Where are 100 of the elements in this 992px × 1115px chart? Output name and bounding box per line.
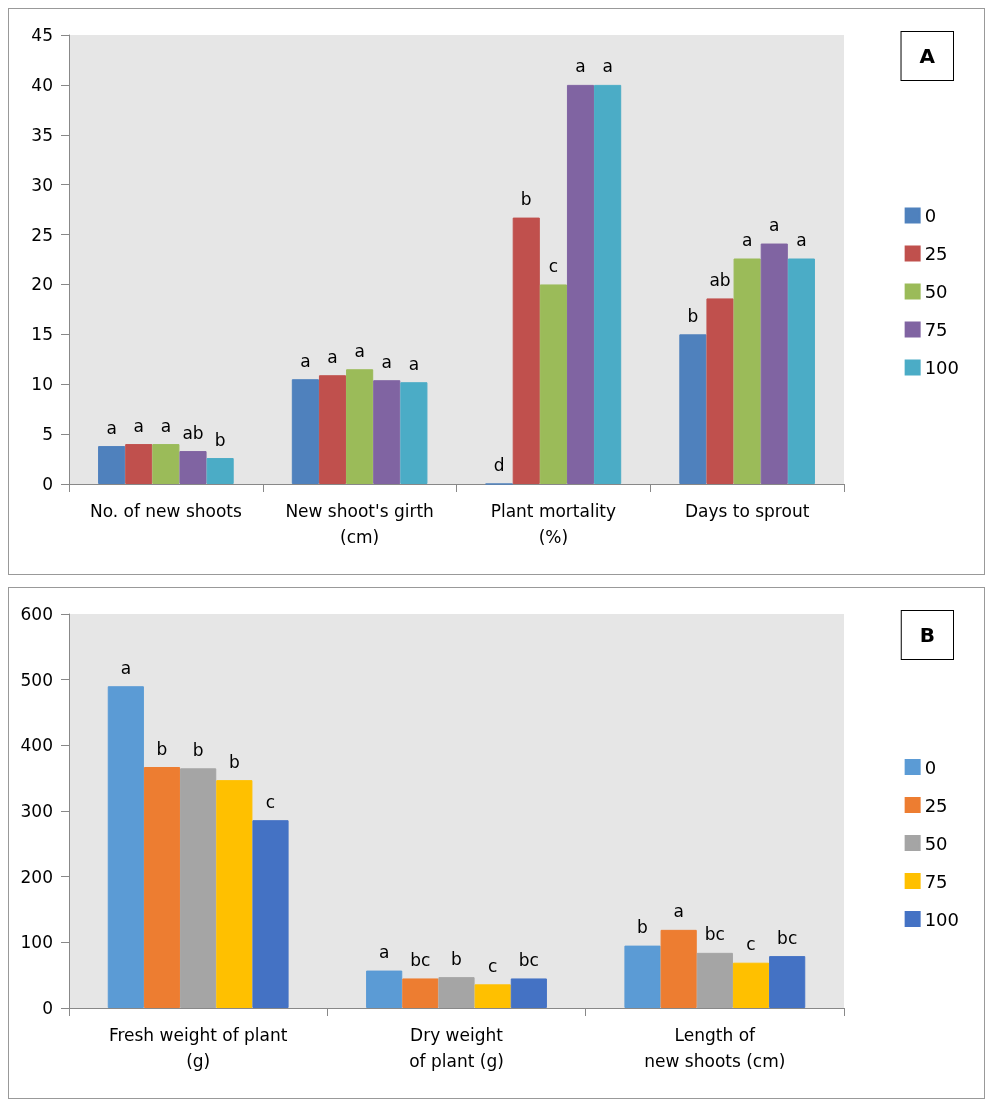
legend-label: 0 bbox=[924, 205, 937, 226]
bar bbox=[539, 284, 567, 484]
bar bbox=[706, 298, 734, 484]
bar bbox=[512, 217, 540, 484]
bar bbox=[732, 962, 770, 1008]
bar bbox=[402, 978, 439, 1008]
text: B bbox=[919, 623, 936, 647]
data-label: b bbox=[451, 948, 462, 969]
data-label: b bbox=[192, 739, 204, 760]
y-tick-label: 5 bbox=[42, 424, 53, 445]
data-label: b bbox=[228, 751, 240, 772]
data-label: a bbox=[408, 353, 420, 374]
data-label: b bbox=[214, 429, 226, 450]
data-label: a bbox=[575, 56, 586, 77]
data-label: a bbox=[133, 415, 144, 436]
bar bbox=[252, 820, 289, 1008]
data-label: a bbox=[106, 417, 117, 438]
data-label: c bbox=[746, 934, 756, 955]
bar bbox=[760, 243, 788, 484]
data-label: a bbox=[673, 901, 684, 922]
data-label: a bbox=[378, 942, 390, 963]
x-tick-label: New shoot's girth (cm) bbox=[285, 501, 434, 547]
data-label: b bbox=[687, 305, 699, 326]
bar bbox=[152, 444, 180, 484]
data-label: bc bbox=[410, 949, 431, 970]
bar bbox=[216, 780, 253, 1008]
bar bbox=[180, 768, 217, 1008]
data-label: a bbox=[769, 215, 780, 236]
bar bbox=[660, 929, 697, 1008]
y-tick-label: 300 bbox=[20, 801, 53, 821]
data-label: ab bbox=[182, 422, 204, 443]
data-label: a bbox=[602, 56, 613, 77]
bar bbox=[733, 258, 761, 484]
bar bbox=[400, 382, 428, 484]
data-label: bc bbox=[777, 927, 798, 948]
legend-label: 50 bbox=[924, 832, 948, 854]
bar bbox=[510, 978, 547, 1008]
x-tick-label: Fresh weight of plant (g) bbox=[108, 1025, 288, 1071]
legend-label: 75 bbox=[924, 319, 948, 340]
y-tick-label: 25 bbox=[31, 224, 53, 245]
data-label: a bbox=[796, 230, 807, 250]
y-tick-label: 100 bbox=[20, 932, 53, 953]
x-tick-label: No. of new shoots bbox=[89, 501, 242, 521]
bar bbox=[291, 379, 319, 484]
bar bbox=[594, 84, 622, 484]
y-tick-label: 10 bbox=[31, 374, 53, 395]
legend-label: 100 bbox=[924, 357, 959, 378]
bar bbox=[373, 380, 401, 484]
bar bbox=[346, 369, 374, 484]
x-tick-label: Days to sprout bbox=[684, 501, 810, 521]
bar bbox=[679, 334, 707, 484]
y-tick-label: 400 bbox=[20, 735, 53, 756]
bar bbox=[696, 952, 733, 1008]
data-label: d bbox=[493, 455, 505, 475]
y-tick-label: 200 bbox=[20, 866, 53, 887]
bar bbox=[318, 375, 347, 484]
bar bbox=[787, 258, 815, 484]
y-tick-label: 40 bbox=[31, 74, 53, 95]
text: A bbox=[919, 44, 936, 68]
y-tick-label: 20 bbox=[31, 274, 53, 295]
bar bbox=[474, 984, 511, 1008]
data-label: a bbox=[160, 415, 172, 436]
y-tick-label: 30 bbox=[31, 174, 53, 195]
bar bbox=[366, 970, 403, 1008]
data-label: a bbox=[327, 346, 338, 367]
legend-label: 50 bbox=[924, 281, 948, 302]
bar bbox=[143, 767, 181, 1008]
data-label: c bbox=[265, 791, 276, 812]
bar bbox=[107, 686, 144, 1008]
bar bbox=[98, 446, 126, 484]
y-tick-label: 35 bbox=[31, 124, 53, 145]
legend-label: 25 bbox=[924, 794, 948, 816]
bar bbox=[179, 451, 207, 484]
y-tick-label: 15 bbox=[31, 324, 53, 345]
data-label: a bbox=[120, 657, 132, 678]
legend-label: 100 bbox=[924, 908, 959, 930]
bar bbox=[769, 956, 806, 1008]
x-tick-label: Length of new shoots (cm) bbox=[644, 1025, 786, 1071]
bar bbox=[566, 84, 595, 484]
legend-label: 25 bbox=[924, 243, 948, 264]
data-label: ab bbox=[709, 269, 731, 290]
data-label: a bbox=[381, 351, 392, 372]
y-tick-label: 0 bbox=[42, 998, 53, 1018]
data-label: a bbox=[300, 350, 311, 371]
legend-label: 75 bbox=[924, 870, 948, 892]
data-label: c bbox=[487, 955, 498, 976]
data-label: bc bbox=[704, 924, 725, 945]
data-label: a bbox=[741, 230, 753, 250]
y-tick-label: 600 bbox=[20, 604, 53, 624]
data-label: a bbox=[354, 340, 365, 361]
data-label: b bbox=[637, 917, 648, 938]
legend-label: 0 bbox=[924, 756, 937, 778]
data-label: b bbox=[156, 738, 168, 759]
y-tick-label: 45 bbox=[31, 25, 53, 45]
bar bbox=[624, 945, 661, 1008]
data-label: b bbox=[520, 189, 532, 210]
y-tick-label: 500 bbox=[20, 669, 53, 690]
y-tick-label: 0 bbox=[42, 474, 53, 494]
x-tick-label: Plant mortality (%) bbox=[490, 501, 617, 547]
x-tick-label: Dry weight of plant (g) bbox=[409, 1025, 504, 1071]
